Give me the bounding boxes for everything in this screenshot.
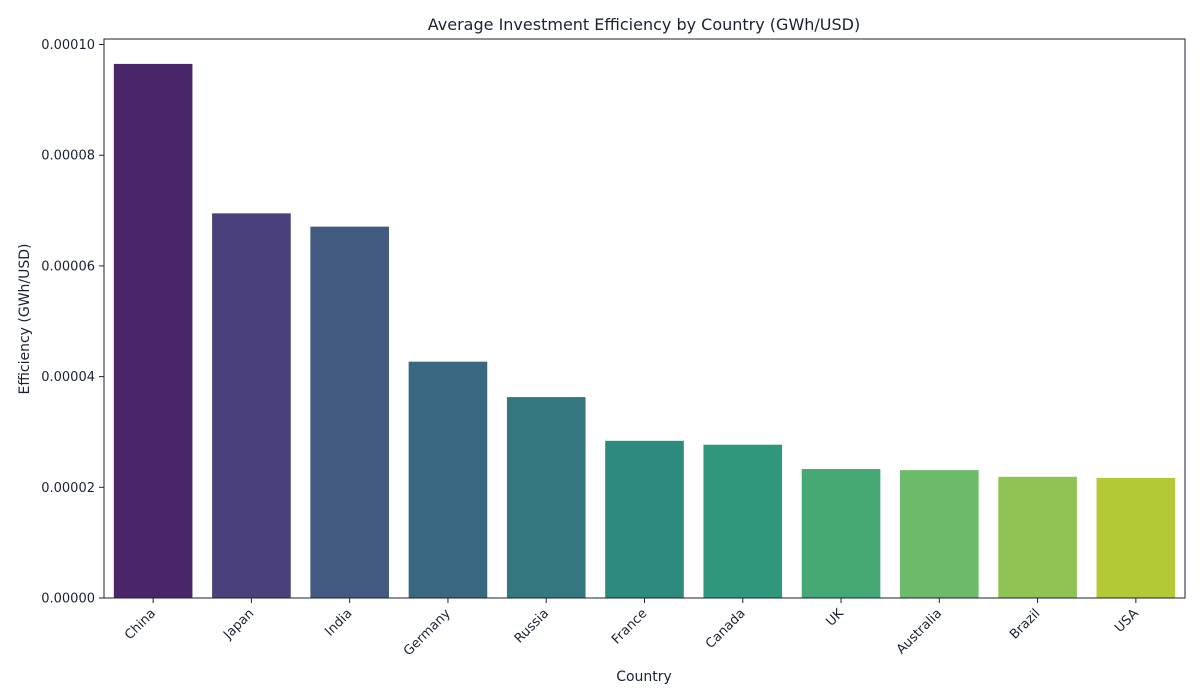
chart-title: Average Investment Efficiency by Country… (428, 15, 860, 34)
y-tick-label: 0.00010 (41, 38, 95, 53)
x-tick-label: Russia (512, 606, 552, 646)
bar-brazil (998, 476, 1077, 598)
y-tick-label: 0.00006 (41, 259, 95, 274)
x-axis-ticks: China Japan India Germany Russia France Canada… (122, 598, 1142, 659)
bar-france (605, 440, 684, 598)
x-tick-label: Brazil (1007, 606, 1043, 642)
x-axis-label: Country (616, 669, 672, 685)
x-tick-label: Germany (401, 606, 454, 659)
x-tick-label: France (609, 606, 650, 647)
x-tick-label: UK (824, 606, 848, 630)
bars-group (113, 63, 1176, 598)
x-tick-label: Canada (703, 606, 749, 652)
x-tick-label: Japan (220, 606, 257, 643)
y-tick-label: 0.00002 (41, 481, 95, 496)
x-tick-label: India (322, 606, 355, 639)
bar-india (310, 226, 389, 598)
x-tick-label: Australia (894, 606, 945, 657)
bar-uk (801, 469, 881, 598)
y-tick-label: 0.00000 (41, 592, 95, 607)
bar-russia (506, 397, 586, 598)
bar-canada (703, 444, 783, 598)
bar-china (113, 63, 193, 598)
y-axis-label: Efficiency (GWh/USD) (17, 243, 33, 394)
y-tick-label: 0.00008 (41, 149, 95, 164)
bar-japan (212, 213, 291, 598)
y-axis-ticks: 0.00000 0.00002 0.00004 0.00006 0.00008 0.000… (41, 38, 104, 607)
x-tick-label: USA (1112, 606, 1142, 636)
y-tick-label: 0.00004 (41, 370, 95, 385)
bar-usa (1096, 477, 1176, 598)
bar-australia (900, 470, 979, 598)
plot-frame (103, 38, 1186, 599)
bar-germany (408, 361, 488, 598)
x-tick-label: China (122, 606, 159, 643)
